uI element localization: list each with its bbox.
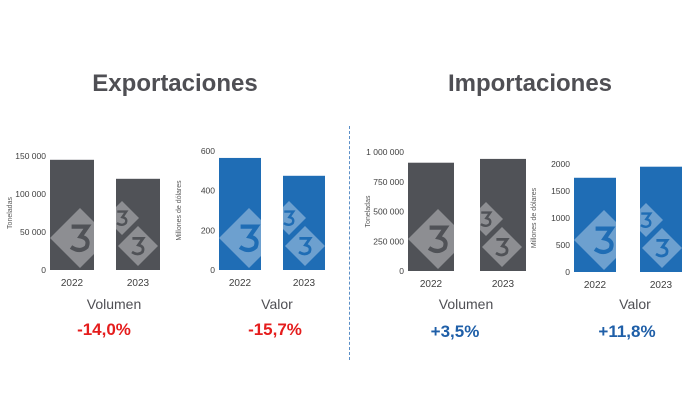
y-tick-label: 750 000 [373,177,404,187]
x-tick-label: 2023 [492,279,515,290]
y-tick-label: 500 000 [373,207,404,217]
y-tick-label: 2000 [551,159,570,169]
exports-value-label: Valor [261,296,293,312]
y-tick-label: 50 000 [20,227,46,237]
imports-value-change: +11,8% [598,322,656,341]
y-tick-label: 0 [210,265,215,275]
y-tick-label: 1500 [551,186,570,196]
x-tick-label: 2023 [650,280,673,291]
y-tick-label: 1000 [551,213,570,223]
x-tick-label: 2023 [127,278,150,289]
y-tick-label: 600 [201,146,215,156]
x-tick-label: 2022 [584,280,607,291]
imports-value-label: Valor [619,296,651,312]
y-tick-label: 0 [565,267,570,277]
y-axis-label: Millones de dólares [531,187,538,248]
x-tick-label: 2022 [61,278,84,289]
y-tick-label: 100 000 [15,189,46,199]
y-tick-label: 200 [201,225,215,235]
y-tick-label: 0 [41,265,46,275]
bar-2023 [116,178,160,270]
exports-title: Exportaciones [92,70,258,97]
y-tick-label: 400 [201,186,215,196]
exports-volume-change: -14,0% [77,320,131,339]
bar-2022 [50,159,94,270]
x-tick-label: 2022 [229,278,252,289]
exports-value-change: -15,7% [248,320,302,339]
watermark-logo [50,201,158,268]
y-axis-label: Toneladas [365,195,372,227]
y-axis-label: Toneladas [7,197,14,229]
watermark-logo [408,202,522,269]
bar-2022 [219,157,261,270]
y-tick-label: 150 000 [15,151,46,161]
bar-2023 [640,166,682,272]
imports-title: Importaciones [447,70,613,97]
imports-value-chart: Millones de dólares 0 500 1000 1500 2000 2022 2… [530,140,695,295]
bar-2023 [480,158,526,271]
exports-value-chart: Millones de dólares 0 200 400 600 2022 2023 [175,140,335,295]
bar-2022 [574,177,616,272]
x-tick-label: 2022 [420,279,443,290]
y-tick-label: 500 [556,240,570,250]
y-tick-label: 0 [399,266,404,276]
x-tick-label: 2023 [293,278,316,289]
watermark-logo [219,201,325,268]
exports-volume-chart: Toneladas 0 50 000 100 000 150 000 2022 2023 [0,140,170,295]
imports-volume-label: Volumen [438,296,494,312]
section-divider [349,126,350,360]
imports-volume-change: +3,5% [430,322,480,341]
exports-volume-label: Volumen [86,296,142,312]
bar-2022 [408,162,454,271]
y-tick-label: 250 000 [373,236,404,246]
bar-2023 [283,175,325,270]
y-axis-label: Millones de dólares [176,180,183,241]
y-tick-label: 1 000 000 [366,147,404,157]
watermark-logo [574,203,682,270]
imports-volume-chart: Toneladas 0 250 000 500 000 750 000 1 000 000… [352,140,530,295]
